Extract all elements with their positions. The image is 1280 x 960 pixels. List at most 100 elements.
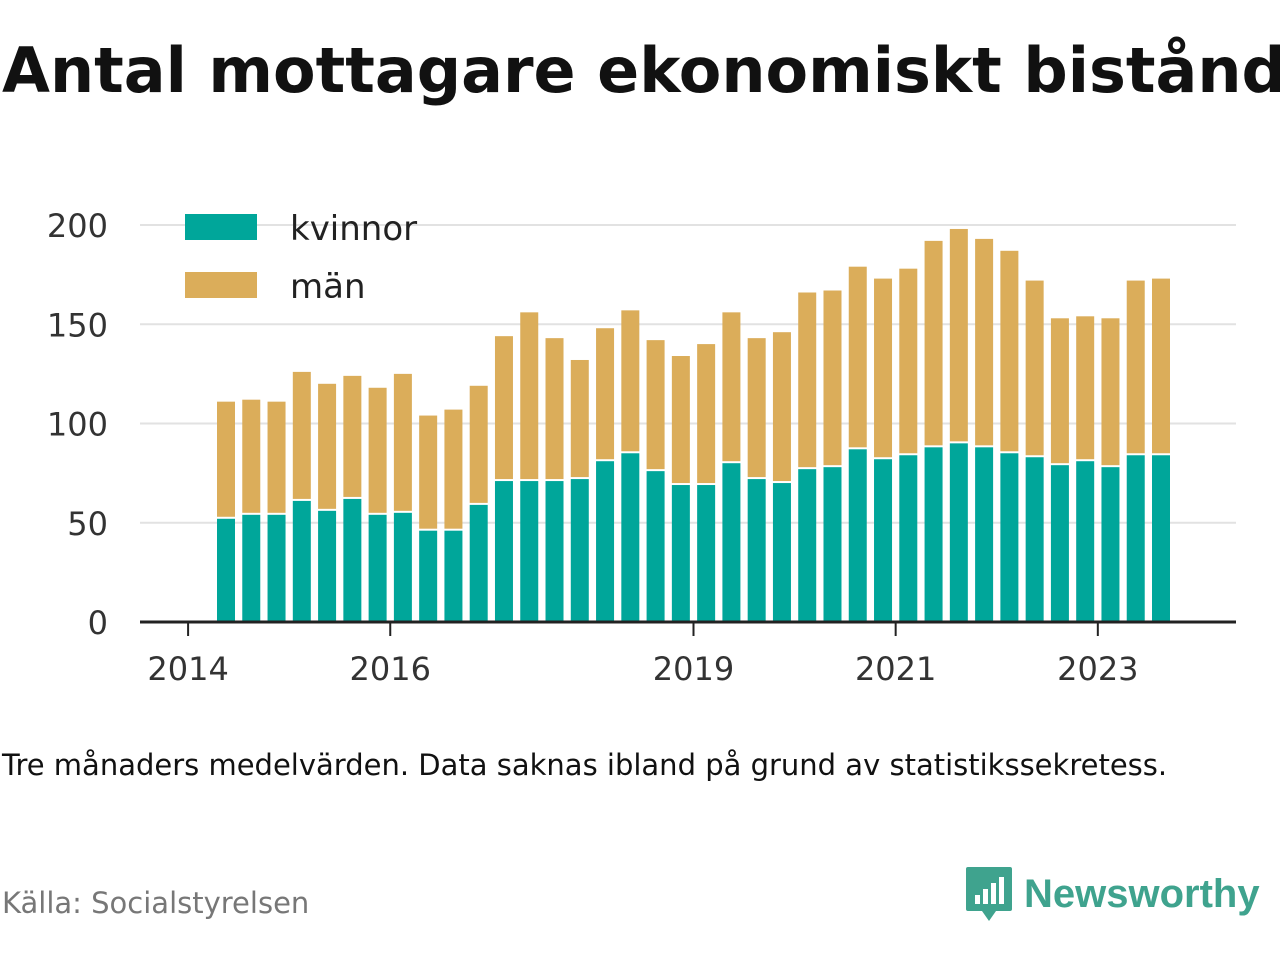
bar-kvinnor [823,467,842,622]
bar-man [494,336,513,480]
bar-man [823,290,842,466]
bar-man [343,375,362,497]
bar-man [874,278,893,458]
x-tick-label: 2016 [350,650,431,688]
bar-kvinnor [393,512,412,622]
bar-man [747,338,766,478]
y-axis: 0 50 100 150 200 [47,207,108,642]
bar-kvinnor [747,479,766,622]
bar-man [975,238,994,446]
newsworthy-logo-icon [966,867,1012,921]
brand-logo: Newsworthy [964,864,1260,924]
bar-man [1000,250,1019,452]
bar-man [1076,316,1095,460]
legend-label: kvinnor [290,209,417,249]
bar-kvinnor [772,483,791,622]
bar-kvinnor [874,459,893,622]
bar-man [570,359,589,478]
bar-kvinnor [949,443,968,622]
legend-label: män [290,267,366,307]
bar-kvinnor [1050,465,1069,622]
bar-man [621,310,640,452]
bar-kvinnor [444,530,463,622]
bar-kvinnor [646,471,665,622]
chart-note: Tre månaders medelvärden. Data saknas ib… [2,748,1168,782]
legend-swatch [185,214,257,240]
bar-kvinnor [267,514,286,622]
brand-name: Newsworthy [1024,871,1260,916]
x-tick-label: 2023 [1057,650,1138,688]
bar-kvinnor [242,514,261,622]
y-tick-label: 0 [88,604,108,642]
bar-kvinnor [924,447,943,622]
bar-kvinnor [722,463,741,622]
bar-man [292,371,311,499]
y-tick-label: 50 [67,505,108,543]
stacked-bar-chart: 0 50 100 150 200 2014 2016 2019 2021 2023 kvinno… [47,207,1236,688]
bar-man [949,228,968,442]
bar-man [444,409,463,529]
y-tick-label: 100 [47,406,108,444]
bar-kvinnor [368,514,387,622]
bar-man [267,401,286,513]
bar-kvinnor [596,461,615,622]
bar-man [772,332,791,482]
bar-kvinnor [848,449,867,622]
bar-man [722,312,741,462]
x-tick-label: 2021 [855,650,936,688]
bar-kvinnor [469,504,488,622]
bar-kvinnor [1025,457,1044,622]
bar-man [1152,278,1170,454]
y-tick-label: 150 [47,306,108,344]
bar-man [848,266,867,448]
bar-man [1050,318,1069,464]
bar-man [217,401,235,517]
bar-man [469,385,488,503]
bar-man [368,387,387,513]
bar-kvinnor [1126,455,1145,622]
bar-kvinnor [1000,453,1019,622]
bar-kvinnor [570,479,589,622]
bar-man [520,312,539,480]
bar-man [1101,318,1120,466]
bar-kvinnor [697,485,716,622]
bar-kvinnor [975,447,994,622]
x-axis: 2014 2016 2019 2021 2023 [140,620,1236,688]
bar-kvinnor [1152,455,1170,622]
bar-man [646,340,665,470]
bar-kvinnor [545,481,564,622]
bar-kvinnor [1101,467,1120,622]
bar-kvinnor [494,481,513,622]
bar-man [393,373,412,511]
bar-man [318,383,337,509]
bar-kvinnor [520,481,539,622]
bar-kvinnor [1076,461,1095,622]
legend: kvinnor män [185,209,417,307]
bar-kvinnor [798,469,817,622]
bar-man [899,268,918,454]
bars [217,228,1170,622]
bar-man [596,328,615,460]
bar-kvinnor [292,500,311,622]
x-tick-label: 2014 [147,650,228,688]
bar-man [242,399,261,513]
legend-swatch [185,272,257,298]
bar-kvinnor [217,518,235,622]
bar-kvinnor [621,453,640,622]
x-tick-label: 2019 [653,650,734,688]
bar-kvinnor [671,485,690,622]
bar-man [1025,280,1044,456]
bar-man [697,344,716,484]
bar-man [1126,280,1145,454]
bar-kvinnor [318,510,337,622]
y-tick-label: 200 [47,207,108,245]
bar-kvinnor [899,455,918,622]
bar-kvinnor [419,530,438,622]
bar-man [419,415,438,529]
source-credit: Källa: Socialstyrelsen [2,886,310,920]
bar-man [924,240,943,446]
bar-man [798,292,817,468]
bar-man [545,338,564,480]
chart-title: Antal mottagare ekonomiskt bistånd [2,34,1280,107]
bar-man [671,356,690,484]
